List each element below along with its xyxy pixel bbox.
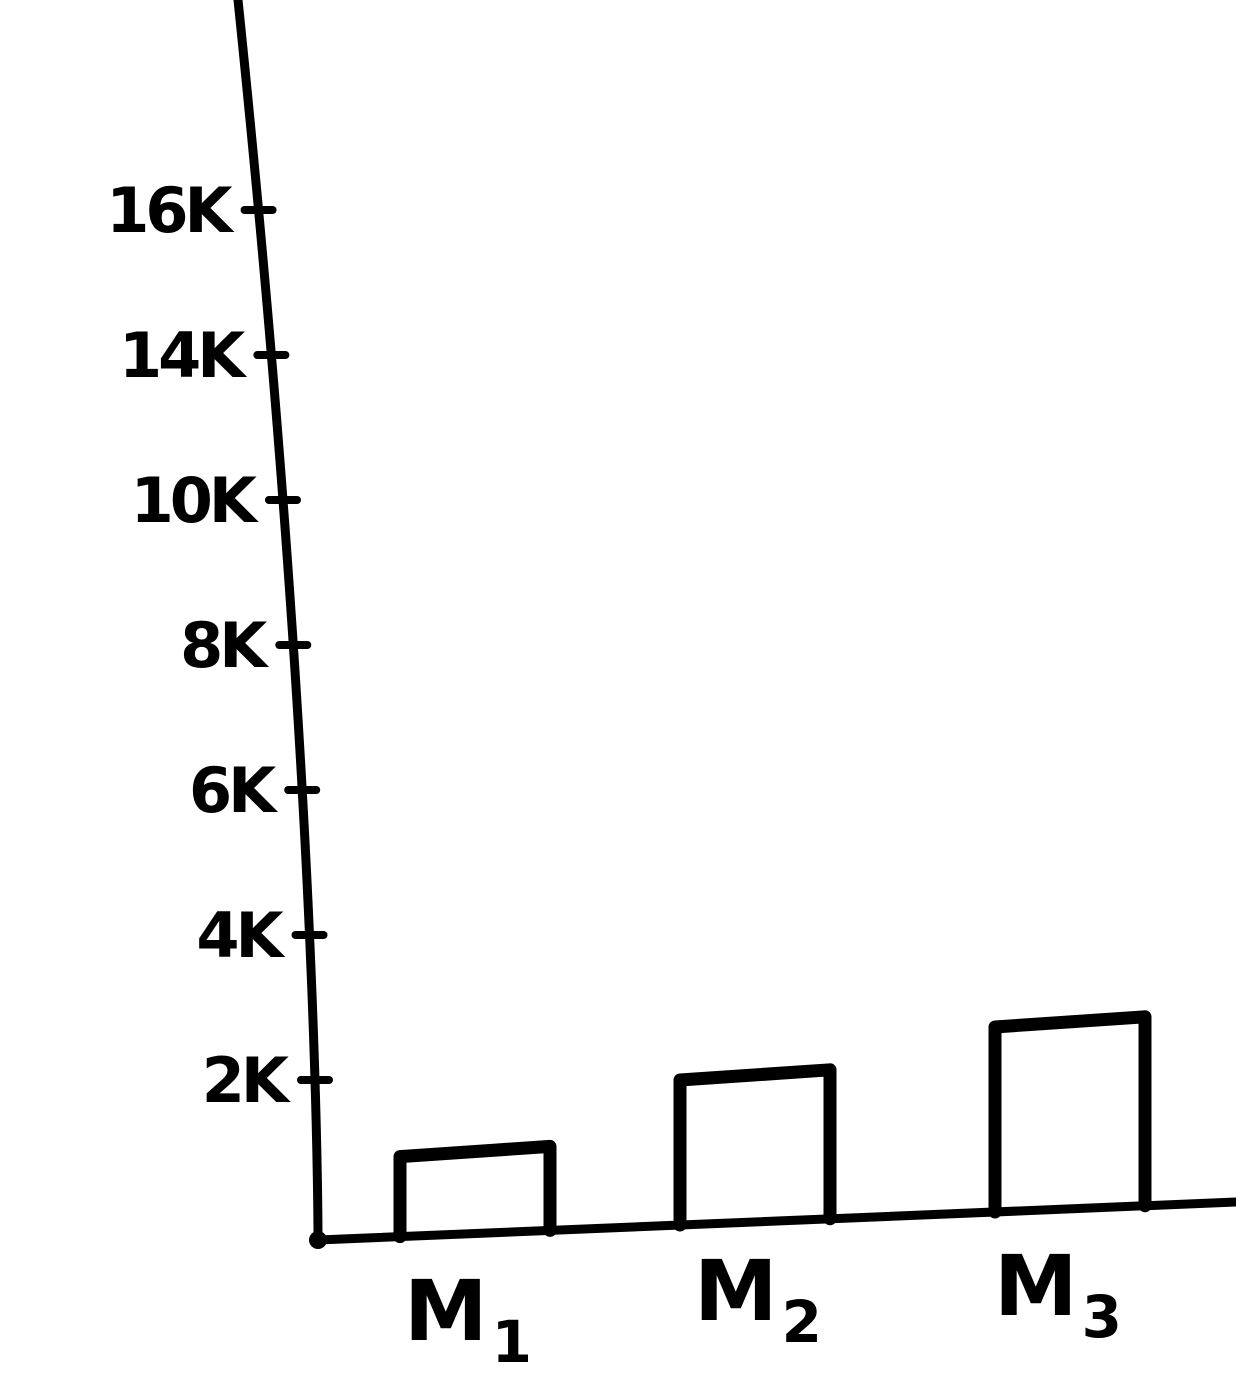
y-tick-label: 16K — [106, 174, 234, 247]
axis-origin-dot — [309, 1231, 327, 1249]
x-category-label: M2 — [694, 1242, 822, 1356]
x-axis-labels: M1 M2 M3 — [404, 1237, 1122, 1376]
y-axis-ticks: 2K 4K 6K 8K 10K 14K 16K — [106, 174, 333, 1117]
y-tick-label: 8K — [180, 609, 269, 682]
bar-m3 — [988, 1010, 1152, 1219]
x-category-subscript: 2 — [782, 1288, 822, 1356]
y-tick-label: 4K — [196, 899, 285, 972]
x-category-label: M3 — [994, 1237, 1122, 1351]
axes — [233, 0, 1236, 1249]
y-tick-label: 6K — [189, 754, 278, 827]
x-category-label: M1 — [404, 1262, 532, 1376]
y-tick-label: 14K — [119, 319, 247, 392]
y-tick-label: 2K — [202, 1044, 291, 1117]
bar-m1 — [393, 1139, 557, 1244]
x-category-subscript: 3 — [1082, 1283, 1122, 1351]
bars — [393, 1010, 1152, 1244]
bar-m2 — [673, 1063, 837, 1232]
y-tick-label: 10K — [131, 464, 259, 537]
x-category-subscript: 1 — [492, 1308, 532, 1376]
x-axis-line — [313, 1197, 1236, 1245]
